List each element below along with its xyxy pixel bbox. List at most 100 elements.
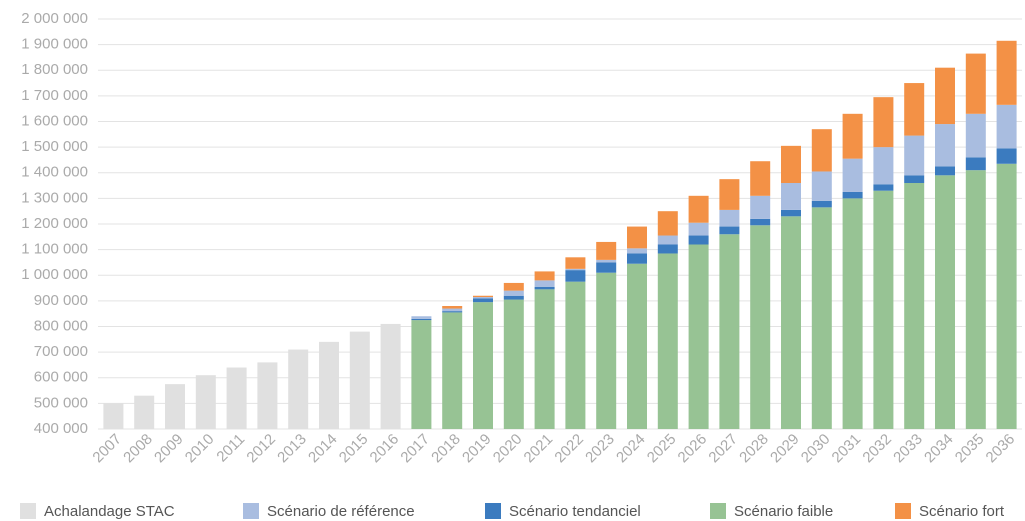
- x-tick-label: 2024: [613, 431, 649, 467]
- bar-segment: [750, 195, 771, 219]
- x-tick-label: 2029: [767, 431, 803, 467]
- bar-segment: [873, 184, 894, 191]
- bar-segment: [442, 312, 463, 429]
- x-tick-label: 2028: [736, 431, 772, 467]
- bar-segment: [996, 163, 1017, 429]
- bar-segment: [781, 216, 801, 429]
- x-tick-label: 2034: [921, 431, 957, 467]
- bar-segment: [781, 183, 801, 210]
- x-tick-label: 2019: [459, 431, 495, 467]
- bar-segment: [380, 323, 401, 429]
- bar-segment: [781, 145, 801, 183]
- bar-segment: [473, 297, 493, 299]
- x-tick-label: 2010: [182, 431, 218, 467]
- bar-segment: [596, 272, 617, 429]
- legend-label: Scénario faible: [734, 503, 833, 520]
- bar-segment: [442, 306, 463, 309]
- bar-segment: [719, 226, 740, 235]
- bar-segment: [503, 282, 524, 291]
- bar-segment: [657, 244, 678, 254]
- bar-segment: [503, 295, 524, 300]
- legend-label: Achalandage STAC: [44, 503, 175, 520]
- legend-label: Scénario fort: [919, 503, 1005, 520]
- bar-segment: [935, 67, 955, 125]
- bar-segment: [657, 235, 678, 245]
- bar-segment: [657, 211, 678, 236]
- bar-segment: [534, 280, 555, 287]
- bar-segment: [473, 295, 493, 298]
- bar-segment: [195, 375, 216, 429]
- bar-segment: [719, 209, 740, 227]
- bar-segment: [442, 308, 463, 312]
- bar-segment: [596, 259, 617, 263]
- bar-segment: [627, 263, 647, 429]
- bar-segment: [842, 191, 863, 199]
- x-tick-label: 2021: [521, 431, 557, 467]
- bar-segment: [719, 179, 740, 210]
- x-tick-label: 2016: [367, 431, 403, 467]
- bar-segment: [565, 270, 586, 282]
- bar-segment: [935, 166, 955, 176]
- x-tick-label: 2011: [213, 431, 248, 466]
- bar-segment: [473, 298, 493, 303]
- bar-segment: [904, 83, 925, 136]
- y-tick-label: 400 000: [34, 420, 88, 437]
- y-tick-label: 1 800 000: [21, 61, 88, 78]
- bar-segment: [719, 234, 740, 429]
- bar-segment: [349, 331, 370, 429]
- bar-segment: [627, 248, 647, 254]
- bar-segment: [411, 320, 432, 429]
- bar-segment: [873, 190, 894, 429]
- x-tick-label: 2026: [675, 431, 711, 467]
- x-tick-label: 2022: [551, 431, 587, 467]
- bar-segment: [319, 341, 339, 429]
- bar-segment: [935, 124, 955, 167]
- bar-segment: [965, 53, 986, 114]
- bar-segment: [781, 209, 801, 217]
- y-tick-label: 600 000: [34, 369, 88, 386]
- bar-segment: [565, 281, 586, 429]
- x-tick-label: 2030: [798, 431, 834, 467]
- y-tick-label: 1 700 000: [21, 87, 88, 104]
- bar-segment: [965, 170, 986, 429]
- bar-segment: [657, 253, 678, 429]
- x-tick-label: 2018: [428, 431, 464, 467]
- bar-segment: [996, 148, 1017, 164]
- bar-segment: [750, 225, 771, 429]
- bar-segment: [842, 113, 863, 159]
- bar-segment: [565, 268, 586, 271]
- legend-swatch: [485, 503, 501, 519]
- bar-segment: [996, 104, 1017, 149]
- x-tick-label: 2035: [952, 431, 988, 467]
- x-tick-label: 2027: [705, 431, 741, 467]
- bar-segment: [565, 257, 586, 269]
- bar-segment: [904, 135, 925, 176]
- bar-segment: [750, 218, 771, 226]
- bar-segment: [904, 175, 925, 183]
- x-tick-label: 2032: [859, 431, 895, 467]
- y-tick-label: 1 400 000: [21, 164, 88, 181]
- y-tick-label: 1 000 000: [21, 266, 88, 283]
- y-tick-label: 700 000: [34, 343, 88, 360]
- bar-segment: [442, 311, 463, 313]
- bar-segment: [534, 286, 555, 290]
- x-tick-label: 2031: [829, 431, 865, 467]
- bar-segment: [627, 253, 647, 264]
- bar-segment: [596, 241, 617, 260]
- bar-segment: [503, 290, 524, 296]
- bar-segment: [534, 289, 555, 429]
- bar-segment: [996, 40, 1017, 105]
- bar-segment: [842, 198, 863, 429]
- bar-segment: [534, 271, 555, 281]
- bar-segment: [411, 318, 432, 321]
- y-tick-label: 500 000: [34, 394, 88, 411]
- x-tick-label: 2013: [274, 431, 310, 467]
- y-tick-label: 1 500 000: [21, 138, 88, 155]
- x-tick-label: 2033: [890, 431, 926, 467]
- bar-segment: [134, 395, 155, 429]
- y-tick-label: 1 900 000: [21, 36, 88, 53]
- bar-segment: [842, 158, 863, 192]
- legend-swatch: [895, 503, 911, 519]
- x-tick-label: 2025: [644, 431, 680, 467]
- x-tick-label: 2036: [983, 431, 1019, 467]
